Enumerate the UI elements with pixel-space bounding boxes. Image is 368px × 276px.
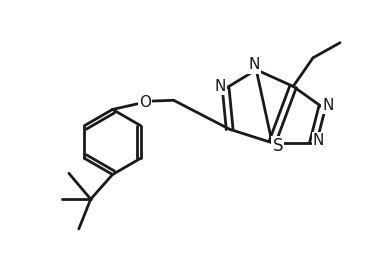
Text: N: N	[313, 133, 324, 148]
Text: O: O	[139, 95, 151, 110]
Text: N: N	[215, 79, 226, 94]
Text: N: N	[248, 57, 260, 73]
Text: N: N	[322, 97, 333, 113]
Text: S: S	[272, 137, 283, 155]
